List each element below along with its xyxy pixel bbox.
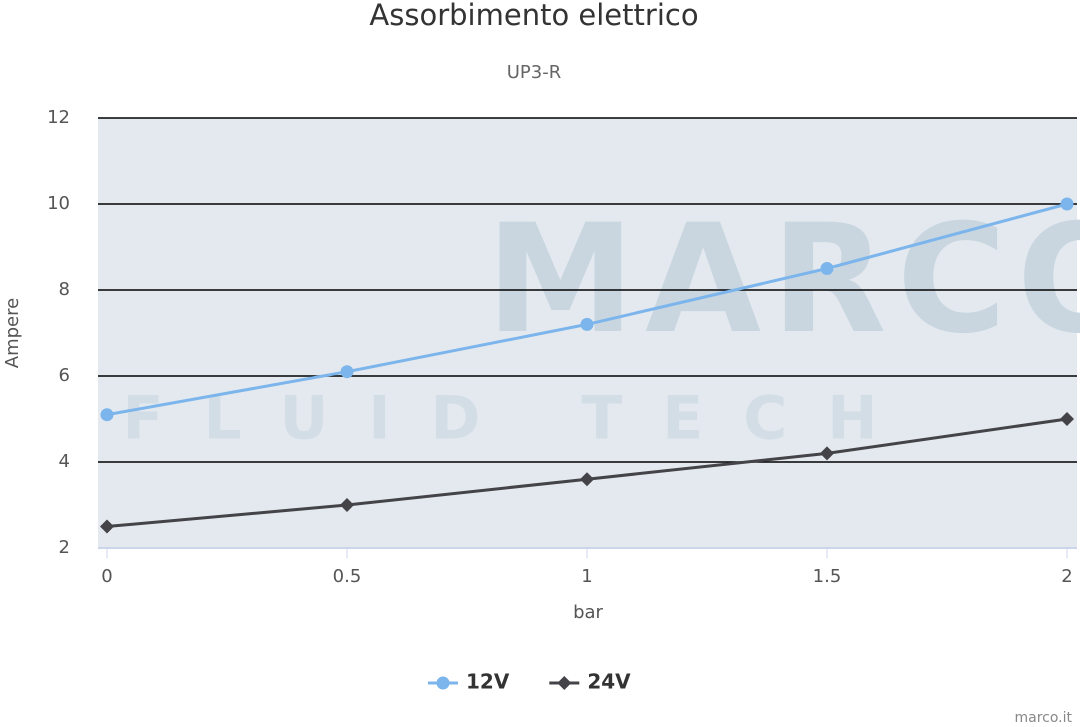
y-tick-label: 4 <box>59 451 70 472</box>
legend-label: 12V <box>466 670 510 694</box>
data-point <box>1060 412 1074 426</box>
data-point <box>580 317 594 331</box>
data-point <box>1060 197 1074 211</box>
data-point <box>100 408 114 422</box>
data-point <box>580 472 594 487</box>
x-tick-label: 1.5 <box>813 566 842 587</box>
x-tick-label: 0 <box>101 566 112 587</box>
x-tick-label: 1 <box>581 566 592 587</box>
y-tick-label: 12 <box>47 107 70 128</box>
legend-label: 24V <box>587 670 631 694</box>
chart-title: Assorbimento elettrico <box>369 0 698 32</box>
legend-marker <box>557 676 572 690</box>
credits: marco.it <box>1014 710 1072 726</box>
watermark-tagline: FLUID TECH <box>123 384 918 454</box>
chart-subtitle: UP3-R <box>507 62 561 83</box>
y-tick-label: 8 <box>59 279 70 300</box>
data-point <box>100 519 114 534</box>
x-tick-label: 2 <box>1061 566 1072 587</box>
y-axis-label: Ampere <box>2 298 23 368</box>
y-tick-label: 10 <box>47 193 70 214</box>
data-point <box>820 262 834 275</box>
data-point <box>340 365 354 379</box>
y-tick-label: 6 <box>59 365 70 386</box>
data-point <box>340 498 354 512</box>
x-tick-label: 0.5 <box>333 566 362 587</box>
data-point <box>820 446 834 461</box>
y-tick-label: 2 <box>59 537 70 558</box>
legend-marker <box>436 676 450 690</box>
x-axis-label: bar <box>573 602 603 623</box>
